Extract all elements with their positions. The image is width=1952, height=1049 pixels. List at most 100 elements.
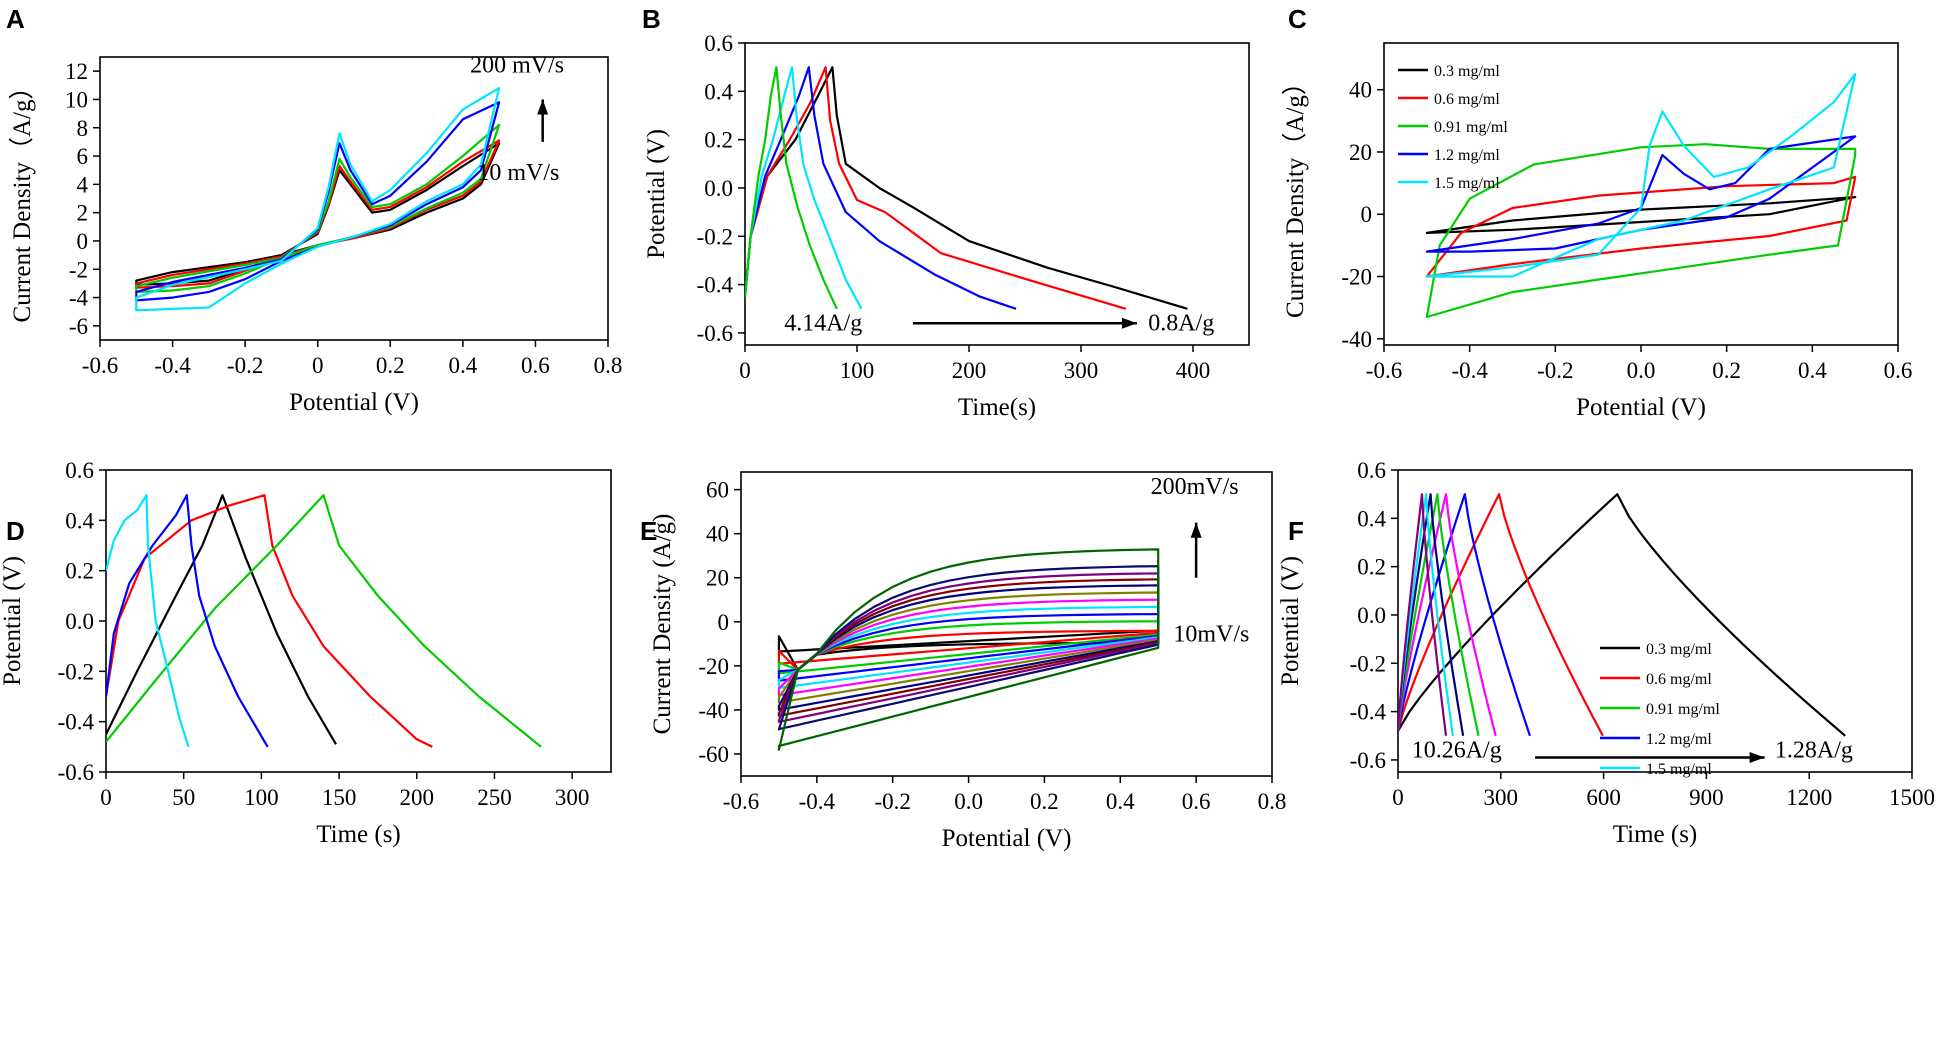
y-tick-label: 0.0 — [1357, 603, 1386, 628]
y-tick-label: 0.2 — [65, 559, 94, 584]
x-tick-label: 0.4 — [448, 353, 477, 378]
series-group — [135, 87, 501, 312]
legend-label: 1.2 mg/ml — [1646, 731, 1712, 748]
series-line — [1398, 493, 1497, 737]
series-line — [106, 494, 190, 748]
series-line — [135, 87, 501, 312]
panel-letter: E — [640, 516, 657, 546]
series-line — [1398, 493, 1448, 736]
panel-letter: F — [1288, 516, 1304, 546]
x-tick-label: -0.4 — [154, 353, 191, 378]
y-tick-label: 0.4 — [1357, 506, 1386, 531]
series-group — [1398, 493, 1846, 737]
y-tick-label: 0.2 — [1357, 555, 1386, 580]
x-tick-label: 400 — [1176, 358, 1211, 383]
series-line — [1398, 493, 1604, 737]
plot-frame — [1397, 469, 1913, 773]
series-line — [745, 66, 838, 310]
y-tick-label: -0.2 — [1350, 651, 1386, 676]
series-group — [777, 548, 1160, 751]
series-line — [745, 66, 863, 310]
x-tick-label: 1200 — [1786, 785, 1832, 810]
panel-C: C -0.6 -0.4 -0.2 0.0 0.2 0.4 0.6 -40 -20 0 20 40 Pote… — [1281, 4, 1912, 421]
plot-frame — [1383, 42, 1899, 346]
x-tick-label: 0 — [100, 785, 112, 810]
y-tick-label: 12 — [65, 59, 88, 84]
annotation: 0.8A/g — [1148, 311, 1214, 337]
series-line — [777, 548, 1160, 751]
panel-B: B 0 100 200 300 400 -0.6 -0.4 -0.2 0.0 0.2 0.4 0.6 Ti… — [642, 4, 1250, 421]
annotation: 10 mV/s — [477, 160, 559, 186]
y-tick-label: -0.4 — [697, 273, 734, 298]
legend-label: 0.6 mg/ml — [1434, 91, 1500, 108]
panel-letter: D — [6, 516, 25, 546]
x-tick-label: 0.6 — [521, 353, 550, 378]
series-line — [106, 494, 269, 748]
x-axis-label: Potential (V) — [942, 825, 1072, 852]
x-tick-label: 200 — [952, 358, 987, 383]
legend: 0.3 mg/ml 0.6 mg/ml 0.91 mg/ml 1.2 mg/ml 1.5… — [1398, 63, 1508, 192]
x-tick-label: 900 — [1689, 785, 1724, 810]
y-axis-label: Current Density（A/g） — [8, 75, 36, 323]
panel-F: F 0 300 600 900 1200 1500 -0.6 -0.4 -0.2 0.0 0.2 0.4… — [1277, 458, 1935, 848]
legend-label: 0.91 mg/ml — [1434, 119, 1508, 136]
y-tick-label: -40 — [698, 698, 729, 723]
series-line — [135, 123, 501, 293]
series-line — [1398, 493, 1846, 737]
annotation: 1.28A/g — [1775, 738, 1853, 764]
arrow-head — [537, 99, 549, 115]
x-tick-label: -0.6 — [1366, 358, 1402, 383]
annotation: 4.14A/g — [784, 311, 862, 337]
series-line — [745, 66, 1017, 310]
x-tick-label: 300 — [1484, 785, 1519, 810]
y-tick-label: -0.6 — [1350, 748, 1386, 773]
series-line — [1398, 493, 1531, 737]
x-tick-label: 100 — [840, 358, 875, 383]
panel-letter: C — [1288, 4, 1307, 34]
x-tick-label: 0 — [312, 353, 324, 378]
y-tick-label: -0.4 — [58, 710, 95, 735]
legend-label: 1.5 mg/ml — [1434, 175, 1500, 192]
x-tick-label: -0.2 — [1537, 358, 1573, 383]
y-tick-label: 0.0 — [65, 609, 94, 634]
y-tick-label: 0 — [1361, 202, 1373, 227]
annotation: 200mV/s — [1151, 474, 1239, 500]
x-tick-label: 0.6 — [1884, 358, 1913, 383]
y-axis-label: Current Density (A/g) — [649, 514, 676, 735]
y-tick-label: -20 — [1341, 265, 1372, 290]
x-tick-label: 0.0 — [954, 789, 983, 814]
arrow-head — [1190, 522, 1202, 538]
y-tick-label: 0 — [77, 229, 89, 254]
x-tick-label: 100 — [244, 785, 279, 810]
x-tick-label: 300 — [1064, 358, 1099, 383]
series-line — [106, 494, 433, 748]
panel-letter: B — [642, 4, 661, 34]
x-axis-label: Time (s) — [316, 821, 401, 848]
y-tick-label: 20 — [706, 566, 729, 591]
x-tick-label: 50 — [172, 785, 195, 810]
y-tick-label: 0.2 — [704, 128, 733, 153]
x-tick-label: -0.6 — [82, 353, 118, 378]
x-axis-label: Time (s) — [1613, 821, 1698, 848]
legend-label: 0.6 mg/ml — [1646, 671, 1712, 688]
y-axis-label: Current Density（A/g） — [1281, 70, 1309, 318]
y-axis-label: Potential (V) — [643, 129, 670, 259]
arrow-head — [1749, 752, 1765, 763]
x-tick-label: 1500 — [1889, 785, 1935, 810]
annotation: 10mV/s — [1173, 622, 1249, 648]
series-line — [1425, 73, 1857, 278]
series-line — [106, 494, 337, 745]
arrow-head — [1121, 317, 1137, 329]
y-tick-label: -0.6 — [697, 321, 733, 346]
x-tick-label: 600 — [1586, 785, 1621, 810]
panel-D: D0 50 100 150 200 250 300-0.6-0.4-0.20.00.20.4… — [0, 458, 1720, 848]
y-tick-label: 4 — [77, 172, 89, 197]
y-tick-label: 0 — [718, 610, 730, 635]
x-tick-label: 300 — [555, 785, 590, 810]
y-tick-label: 40 — [706, 522, 729, 547]
y-tick-label: 20 — [1349, 140, 1372, 165]
plot-frame — [740, 471, 1273, 777]
x-tick-label: 0 — [739, 358, 751, 383]
series-line — [1398, 493, 1454, 736]
